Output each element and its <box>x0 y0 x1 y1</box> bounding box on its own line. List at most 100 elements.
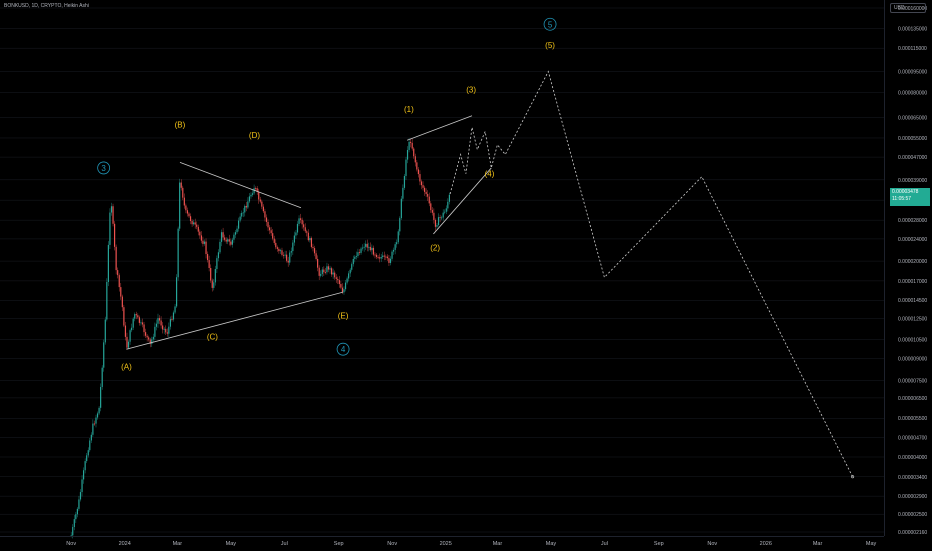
candle-body <box>417 169 419 175</box>
wave-label: (5) <box>545 41 555 50</box>
candle-body <box>267 221 269 228</box>
currency-button[interactable]: USD <box>890 3 926 13</box>
candle-body <box>375 254 378 258</box>
candle-body <box>332 272 334 275</box>
candle-body <box>355 256 357 257</box>
candle-body <box>295 232 297 236</box>
x-tick-label: Jul <box>601 541 608 547</box>
wave-labels: (A) (B) (C) (D) (E) (1) (2) (3) (4) (5) 3 4 5 <box>97 17 557 372</box>
wave-circle <box>97 161 111 175</box>
candle-body <box>281 250 283 255</box>
candle-body <box>307 232 309 241</box>
candle-body <box>251 193 254 195</box>
candle-body <box>110 206 113 213</box>
candle-body <box>244 205 246 213</box>
y-tick-label: 0.000095000 <box>898 69 927 75</box>
x-tick-label: Sep <box>654 541 664 547</box>
candle-body <box>106 281 108 320</box>
candle-body <box>299 218 302 220</box>
candle-body <box>298 218 300 224</box>
candle-body <box>188 213 190 217</box>
y-tick-label: 0.000012500 <box>898 316 927 322</box>
plot-area[interactable] <box>0 0 884 536</box>
x-tick-label: Nov <box>66 541 76 547</box>
candle-body <box>168 326 170 334</box>
candle-body <box>233 234 235 240</box>
candle-body <box>182 187 184 198</box>
y-tick-label: 0.000135000 <box>898 27 927 33</box>
candle-body <box>140 322 142 324</box>
candle-body <box>151 339 153 344</box>
candle-body <box>284 254 286 256</box>
candle-body <box>403 175 406 188</box>
candle-body <box>138 317 140 323</box>
candle-body <box>149 339 151 344</box>
candle-body <box>270 230 272 234</box>
x-tick-label: Sep <box>334 541 344 547</box>
candle-body <box>222 232 224 238</box>
candle-body <box>131 327 133 331</box>
candle-body <box>352 258 354 265</box>
candle-body <box>79 492 82 500</box>
candle-body <box>256 188 258 192</box>
candle-body <box>220 232 223 242</box>
candle-body <box>258 191 260 200</box>
candle-body <box>255 188 257 190</box>
candle-body <box>357 252 359 257</box>
candle-body <box>166 332 168 334</box>
candle-body <box>203 241 206 244</box>
candle-body <box>436 224 438 227</box>
price-axis[interactable] <box>884 0 932 536</box>
candle-body <box>330 268 333 275</box>
trendline <box>406 115 473 141</box>
candle-body <box>98 407 100 414</box>
time-axis[interactable] <box>0 536 884 551</box>
candle-body <box>101 367 103 387</box>
candle-body <box>445 208 447 212</box>
candle-body <box>117 270 119 276</box>
candle-body <box>194 222 196 225</box>
candle-body <box>109 212 111 245</box>
candle-body <box>126 336 128 348</box>
x-tick-label: Mar <box>173 541 183 547</box>
x-tick-label: Nov <box>707 541 717 547</box>
candle-body <box>234 232 237 235</box>
candle-body <box>382 255 384 258</box>
y-tick-label: 0.000004000 <box>898 455 927 461</box>
grid <box>0 7 884 533</box>
x-tick-label: 2025 <box>440 541 452 547</box>
candle-body <box>86 455 88 462</box>
candle-body <box>385 256 387 258</box>
candle-body <box>439 217 441 218</box>
candle-body <box>425 191 427 195</box>
candle-body <box>143 324 145 333</box>
candle-body <box>179 182 181 229</box>
candle-body <box>335 277 337 279</box>
symbol-legend[interactable]: BONKUSD, 1D, CRYPTO, Heikin Ashi <box>4 3 89 9</box>
candle-body <box>174 306 176 313</box>
wave-circle <box>543 17 557 31</box>
candle-body <box>372 247 375 255</box>
candle-body <box>402 187 404 199</box>
candle-body <box>310 238 313 247</box>
candle-body <box>414 156 416 163</box>
candle-body <box>303 224 305 228</box>
y-tick-label: 0.000115000 <box>898 46 927 52</box>
candle-body <box>317 258 319 268</box>
trendline <box>179 162 302 209</box>
candle-body <box>437 217 440 225</box>
candle-body <box>253 188 255 194</box>
candle-body <box>268 227 271 231</box>
candle-body <box>213 282 215 288</box>
candle-body <box>236 228 238 233</box>
candle-body <box>93 423 96 425</box>
candle-body <box>230 241 232 245</box>
candle-body <box>366 243 368 248</box>
candle-body <box>369 246 371 251</box>
y-tick-label: 0.000024000 <box>898 237 927 243</box>
last-price-value: 0.00003478 <box>892 188 919 195</box>
candle-body <box>272 233 274 239</box>
candle-body <box>354 256 356 259</box>
